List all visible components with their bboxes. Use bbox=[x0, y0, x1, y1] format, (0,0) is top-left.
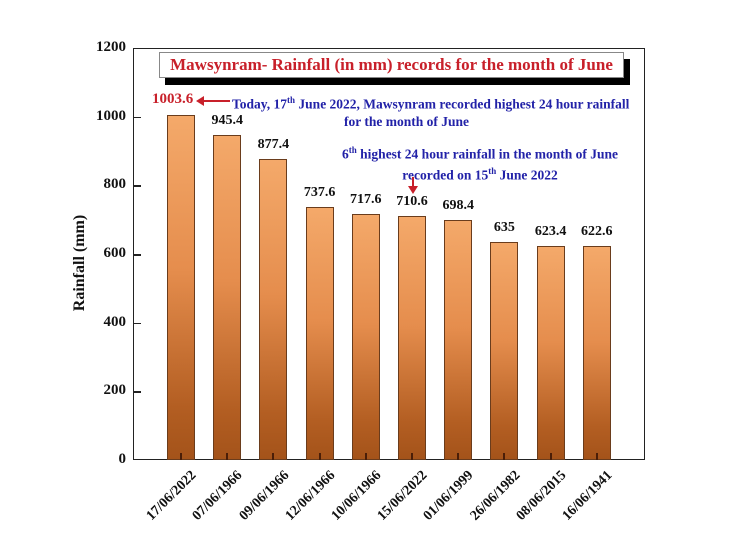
x-tick bbox=[411, 453, 413, 460]
x-tick bbox=[226, 453, 229, 460]
bar-value-label: 877.4 bbox=[257, 136, 290, 152]
bar-value-label: 635 bbox=[493, 219, 515, 235]
x-tick bbox=[318, 453, 321, 460]
x-tick-label: 26/06/1982 bbox=[467, 468, 524, 524]
x-tick bbox=[595, 453, 598, 460]
y-tick-label: 600 bbox=[103, 245, 127, 261]
bar-value-label: 622.6 bbox=[581, 224, 613, 240]
x-tick bbox=[180, 453, 182, 460]
x-tick bbox=[549, 453, 552, 460]
x-tick bbox=[457, 453, 460, 460]
bar bbox=[490, 241, 519, 460]
chart-title: Mawsynram- Rainfall (in mm) records for … bbox=[170, 55, 613, 74]
annotation-sixth-highest: 6th highest 24 hour rainfall in the mont… bbox=[342, 145, 618, 182]
bar bbox=[444, 220, 473, 460]
y-tick bbox=[133, 185, 141, 187]
y-tick bbox=[133, 322, 141, 325]
bar-value-label: 945.4 bbox=[211, 113, 243, 129]
bar-value-label: 698.4 bbox=[442, 198, 474, 214]
annotation-record: Today, 17th June 2022, Mawsynram recorde… bbox=[232, 95, 630, 129]
bar bbox=[167, 115, 195, 460]
y-tick-label: 200 bbox=[103, 382, 127, 399]
y-tick-label: 400 bbox=[103, 313, 127, 330]
arrow-down-icon bbox=[408, 177, 418, 194]
highlight-value-label: 1003.6 bbox=[152, 91, 194, 107]
bar-value-label: 710.6 bbox=[396, 194, 428, 210]
y-tick bbox=[133, 391, 141, 393]
y-tick bbox=[133, 116, 141, 119]
x-tick-label: 07/06/1966 bbox=[190, 468, 246, 524]
x-tick bbox=[272, 453, 275, 460]
x-tick bbox=[503, 453, 506, 460]
y-tick-label: 0 bbox=[118, 451, 127, 467]
chart-title-box: Mawsynram- Rainfall (in mm) records for … bbox=[159, 52, 624, 78]
arrow-left-icon bbox=[196, 96, 230, 106]
y-axis-title: Rainfall (mm) bbox=[71, 214, 88, 312]
y-tick-label: 1200 bbox=[96, 39, 126, 55]
bar bbox=[305, 206, 334, 460]
bar bbox=[351, 213, 380, 460]
y-tick bbox=[133, 254, 141, 256]
bar bbox=[259, 158, 288, 460]
x-tick-label: 01/06/1999 bbox=[421, 468, 477, 524]
bar-value-label: 737.6 bbox=[303, 184, 336, 200]
bar-value-label: 717.6 bbox=[350, 191, 382, 207]
x-tick-label: 09/06/1966 bbox=[236, 468, 293, 524]
bar bbox=[213, 135, 242, 460]
bar bbox=[582, 246, 611, 460]
bar bbox=[536, 245, 565, 460]
y-tick-label: 800 bbox=[103, 176, 127, 193]
y-tick-label: 1000 bbox=[96, 107, 126, 124]
bar bbox=[398, 216, 426, 460]
bar-value-label: 623.4 bbox=[534, 223, 567, 239]
x-tick bbox=[364, 453, 367, 460]
